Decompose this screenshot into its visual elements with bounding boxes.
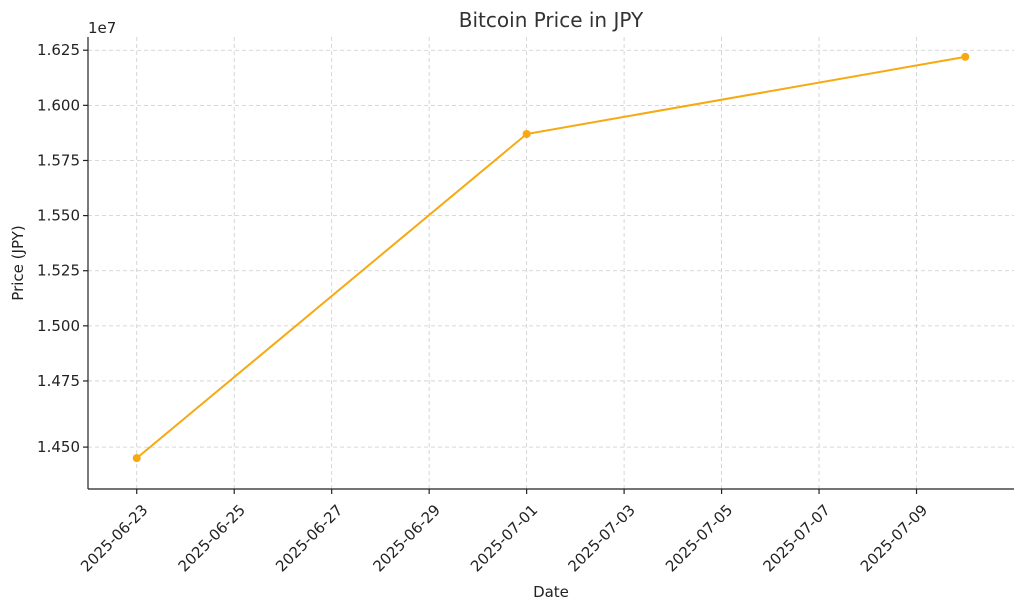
y-axis-ticks: 1.450 1.475 1.500 1.525 1.550 1.575 1.600 1.625 xyxy=(37,41,88,456)
x-tick-label: 2025-07-09 xyxy=(857,501,931,575)
x-tick-label: 2025-06-29 xyxy=(370,501,444,575)
axes xyxy=(87,37,1014,490)
y-tick-label: 1.625 xyxy=(37,41,80,59)
y-axis-title: Price (JPY) xyxy=(9,225,27,300)
series-line xyxy=(136,55,966,459)
data-series xyxy=(132,52,970,463)
y-offset-label: 1e7 xyxy=(88,19,116,37)
y-tick-label: 1.575 xyxy=(37,151,80,169)
y-tick-label: 1.475 xyxy=(37,372,80,390)
data-point xyxy=(961,52,970,61)
x-tick-label: 2025-06-25 xyxy=(175,501,249,575)
x-axis-title: Date xyxy=(533,583,569,601)
chart-title: Bitcoin Price in JPY xyxy=(459,8,644,32)
x-axis-ticks: 2025-06-23 2025-06-25 2025-06-27 2025-06-29… xyxy=(77,489,931,575)
data-point xyxy=(522,130,531,139)
data-point xyxy=(132,454,141,463)
y-tick-label: 1.600 xyxy=(37,96,80,114)
x-tick-label: 2025-06-27 xyxy=(272,501,346,575)
x-tick-label: 2025-07-01 xyxy=(467,501,541,575)
y-tick-label: 1.450 xyxy=(37,438,80,456)
x-tick-label: 2025-07-05 xyxy=(662,501,736,575)
x-tick-label: 2025-06-23 xyxy=(77,501,151,575)
x-tick-label: 2025-07-07 xyxy=(759,501,833,575)
y-tick-label: 1.500 xyxy=(37,317,80,335)
y-tick-label: 1.550 xyxy=(37,207,80,225)
x-tick-label: 2025-07-03 xyxy=(564,501,638,575)
y-tick-label: 1.525 xyxy=(37,262,80,280)
grid-lines xyxy=(88,37,1014,489)
